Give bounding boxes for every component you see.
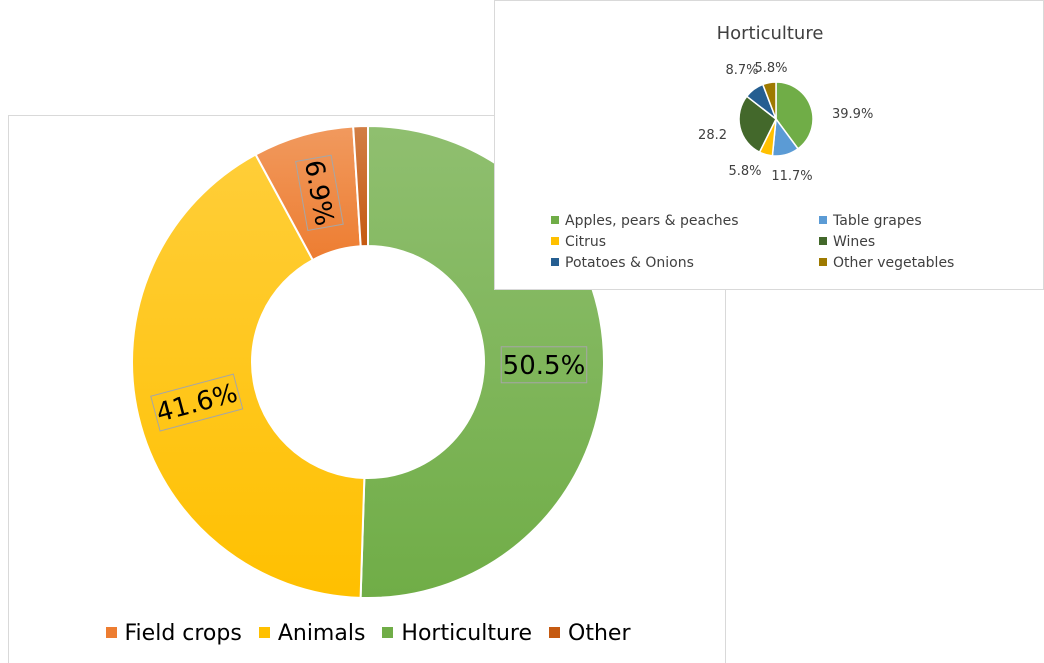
chart-title: Horticulture <box>716 23 824 44</box>
data-label-box <box>500 346 588 384</box>
data-label-box <box>150 373 244 432</box>
legend-item-wines: Wines <box>819 234 1019 250</box>
legend-label: Citrus <box>565 234 607 250</box>
legend-swatch <box>551 237 559 245</box>
pie-data-label-citrus: 5.8% <box>728 164 761 179</box>
legend-label: Table grapes <box>833 213 922 229</box>
legend-swatch <box>258 627 270 638</box>
donut-slice-other <box>352 124 369 248</box>
donut-slice-animals <box>131 153 366 599</box>
legend-label: Wines <box>833 234 876 250</box>
legend-label: Other vegetables <box>833 255 955 271</box>
legend-item-apples: Apples, pears & peaches <box>551 213 819 229</box>
legend-swatch <box>551 258 559 266</box>
legend-swatch <box>551 216 559 224</box>
pie-data-label-wines: 28.2 <box>698 128 727 143</box>
legend-label: Apples, pears & peaches <box>565 213 739 229</box>
legend-label: Field crops <box>124 621 242 646</box>
legend-swatch <box>819 237 827 245</box>
legend-item-potatoes-onions: Potatoes & Onions <box>551 255 819 271</box>
pie-slice-wines <box>738 95 777 154</box>
legend-item-other: Other <box>549 621 631 646</box>
horticulture-pie-chart: Horticulture 39.9% 11.7% 5.8% 28.2 8.7% 5.8% … <box>494 0 1044 290</box>
legend-swatch <box>105 627 117 638</box>
pie-slice-other-vegetables <box>761 81 777 120</box>
data-label-horticulture: 50.5% <box>500 346 588 384</box>
donut-legend: Field crops Animals Horticulture Other <box>9 621 727 646</box>
pie-data-label-table-grapes: 11.7% <box>771 169 812 184</box>
pie-data-label-potatoes-onions: 8.7% <box>725 63 758 78</box>
legend-swatch <box>382 627 394 638</box>
pie-slice-apples-pears-peaches <box>775 81 814 150</box>
data-label-text: 50.5% <box>503 351 586 381</box>
legend-item-horticulture: Horticulture <box>382 621 532 646</box>
pie-plot: 39.9%11.7%5.8%28.28.7%5.8% <box>698 61 873 184</box>
legend-item-animals: Animals <box>258 621 366 646</box>
legend-label: Horticulture <box>401 621 533 646</box>
legend-swatch <box>819 258 827 266</box>
data-label-box <box>295 154 344 232</box>
pie-legend: Apples, pears & peaches Table grapes Cit… <box>551 213 1021 271</box>
legend-swatch <box>549 627 561 638</box>
legend-label: Other <box>568 621 631 646</box>
legend-label: Potatoes & Onions <box>565 255 694 271</box>
pie-data-label-apples-pears-peaches: 39.9% <box>832 107 873 122</box>
legend-item-table-grapes: Table grapes <box>819 213 1019 229</box>
pie-data-label-other-vegetables: 5.8% <box>754 61 787 76</box>
legend-item-other-vegetables: Other vegetables <box>819 255 1019 271</box>
legend-label: Animals <box>277 621 366 646</box>
legend-item-citrus: Citrus <box>551 234 819 250</box>
legend-swatch <box>819 216 827 224</box>
legend-item-field-crops: Field crops <box>105 621 242 646</box>
